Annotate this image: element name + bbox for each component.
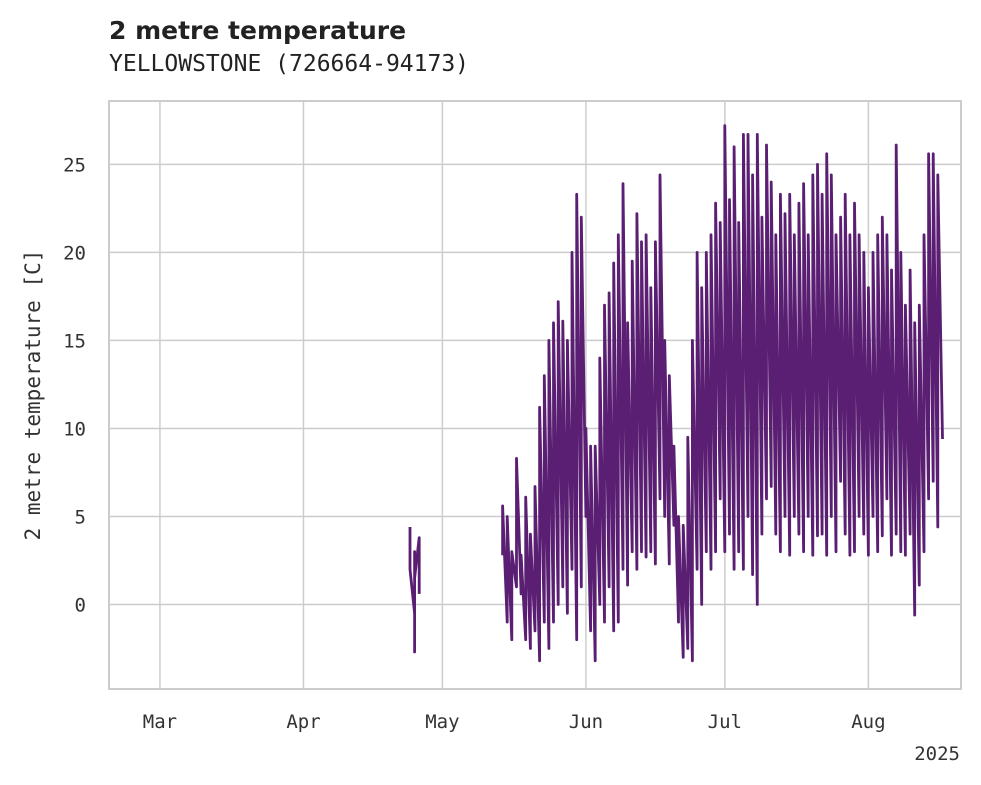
x-tick-label: Aug	[851, 711, 885, 733]
x-axis-year-label: 2025	[914, 743, 960, 765]
y-tick-label: 10	[63, 418, 86, 440]
plot-frame	[108, 100, 962, 690]
x-tick-label: Jun	[569, 711, 603, 733]
y-tick-label: 15	[63, 330, 86, 352]
temperature-series-line	[501, 124, 944, 663]
x-tick-label: May	[425, 711, 459, 733]
x-tick-label: Apr	[286, 711, 320, 733]
temperature-series-line	[408, 527, 421, 654]
y-tick-label: 0	[75, 594, 86, 616]
x-tick-label: Mar	[143, 711, 177, 733]
chart-subtitle: YELLOWSTONE (726664-94173)	[109, 51, 470, 77]
y-axis-label: 2 metre temperature [C]	[21, 250, 45, 541]
y-tick-label: 20	[63, 242, 86, 264]
series-layer	[408, 124, 944, 663]
chart-title: 2 metre temperature	[109, 16, 407, 45]
x-tick-label: Jul	[708, 711, 742, 733]
y-tick-label: 5	[75, 506, 86, 528]
tick-label-layer: Mar Apr May Jun Jul Aug 0 5 10 15 20 25	[63, 154, 885, 733]
y-tick-label: 25	[63, 154, 86, 176]
